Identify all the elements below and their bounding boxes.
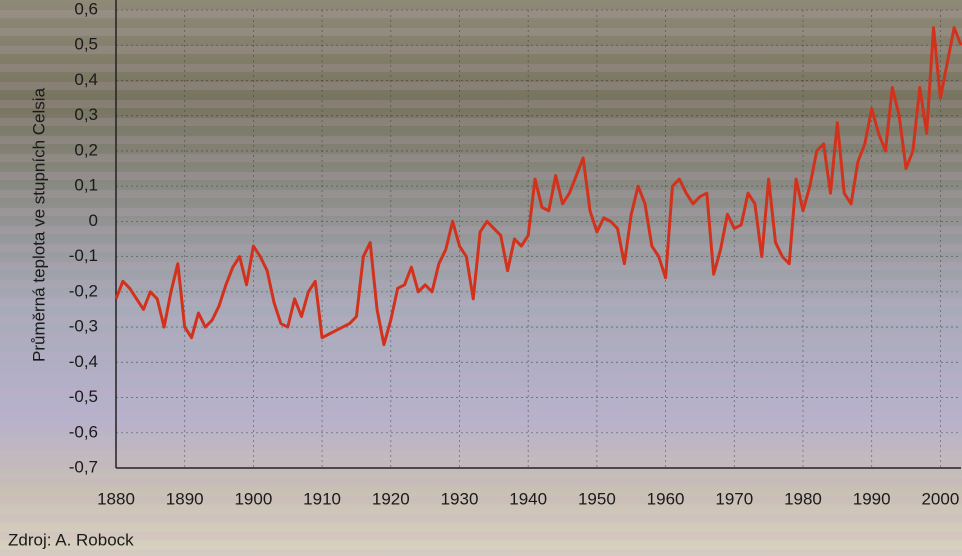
x-tick-label: 1890: [166, 489, 204, 508]
y-tick-label: 0,1: [74, 176, 98, 195]
x-tick-label: 1940: [509, 489, 547, 508]
y-tick-label: 0,3: [74, 105, 98, 124]
x-tick-label: 2000: [921, 489, 959, 508]
x-tick-label: 1930: [441, 489, 479, 508]
y-tick-label: -0,3: [69, 317, 98, 336]
source: Zdroj: A. Robock: [8, 530, 134, 549]
y-tick-label: 0,4: [74, 70, 98, 89]
x-tick-label: 1980: [784, 489, 822, 508]
x-tick-label: 1910: [303, 489, 341, 508]
x-tick-label: 1950: [578, 489, 616, 508]
y-tick-label: 0,6: [74, 0, 98, 18]
y-tick-label: -0,2: [69, 281, 98, 300]
y-tick-label: 0: [89, 211, 98, 230]
y-tick-label: -0,4: [69, 352, 98, 371]
x-tick-label: 1900: [234, 489, 272, 508]
x-tick-label: 1880: [97, 489, 135, 508]
y-tick-label: -0,1: [69, 246, 98, 265]
y-tick-label: 0,5: [74, 35, 98, 54]
x-tick-label: 1960: [647, 489, 685, 508]
y-tick-label: -0,7: [69, 457, 98, 476]
y-axis-title: Průměrná teplota ve stupních Celsia: [29, 87, 48, 362]
x-tick-label: 1990: [853, 489, 891, 508]
x-tick-label: 1970: [715, 489, 753, 508]
data-line: [114, 26, 962, 347]
y-tick-label: -0,5: [69, 387, 98, 406]
y-tick-label: 0,2: [74, 140, 98, 159]
x-tick-label: 1920: [372, 489, 410, 508]
y-tick-label: -0,6: [69, 422, 98, 441]
